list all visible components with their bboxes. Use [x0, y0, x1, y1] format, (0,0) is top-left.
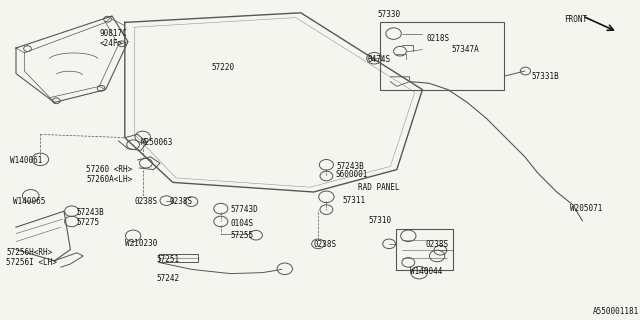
Bar [380, 22, 504, 90]
Text: 57220: 57220 [211, 63, 234, 72]
Text: 0238S: 0238S [170, 197, 193, 206]
Text: 0104S: 0104S [230, 220, 253, 228]
Text: 57256H<RH>
57256I <LH>: 57256H<RH> 57256I <LH> [6, 248, 57, 267]
Text: M250063: M250063 [141, 138, 173, 147]
Text: W205071: W205071 [570, 204, 602, 212]
Text: A550001181: A550001181 [593, 307, 639, 316]
Text: 57330: 57330 [378, 10, 401, 19]
Text: 57243B: 57243B [77, 208, 104, 217]
Text: 0218S: 0218S [426, 34, 449, 43]
Text: 0238S: 0238S [134, 197, 157, 206]
Text: 57743D: 57743D [230, 205, 258, 214]
Text: 57275: 57275 [77, 218, 100, 227]
Text: 57255: 57255 [230, 231, 253, 240]
Text: 57311: 57311 [342, 196, 365, 204]
Text: 0238S: 0238S [314, 240, 337, 249]
Text: 0474S: 0474S [368, 55, 391, 64]
Text: 90817C
<24F>: 90817C <24F> [99, 29, 127, 48]
Text: W140065: W140065 [13, 197, 45, 206]
Text: 57347A: 57347A [452, 45, 479, 54]
Text: 57243B: 57243B [336, 162, 364, 171]
Text: W140044: W140044 [410, 268, 442, 276]
Text: 57242: 57242 [157, 274, 180, 283]
Text: 57260 <RH>
57260A<LH>: 57260 <RH> 57260A<LH> [86, 165, 132, 184]
Text: RAD PANEL: RAD PANEL [358, 183, 400, 192]
Text: S600001: S600001 [336, 170, 369, 179]
Text: 57310: 57310 [368, 216, 391, 225]
Text: 0238S: 0238S [426, 240, 449, 249]
Text: W140061: W140061 [10, 156, 42, 164]
Text: W210230: W210230 [125, 239, 157, 248]
Text: FRONT: FRONT [564, 15, 588, 24]
Text: 57251: 57251 [157, 255, 180, 264]
Text: 57331B: 57331B [531, 72, 559, 81]
